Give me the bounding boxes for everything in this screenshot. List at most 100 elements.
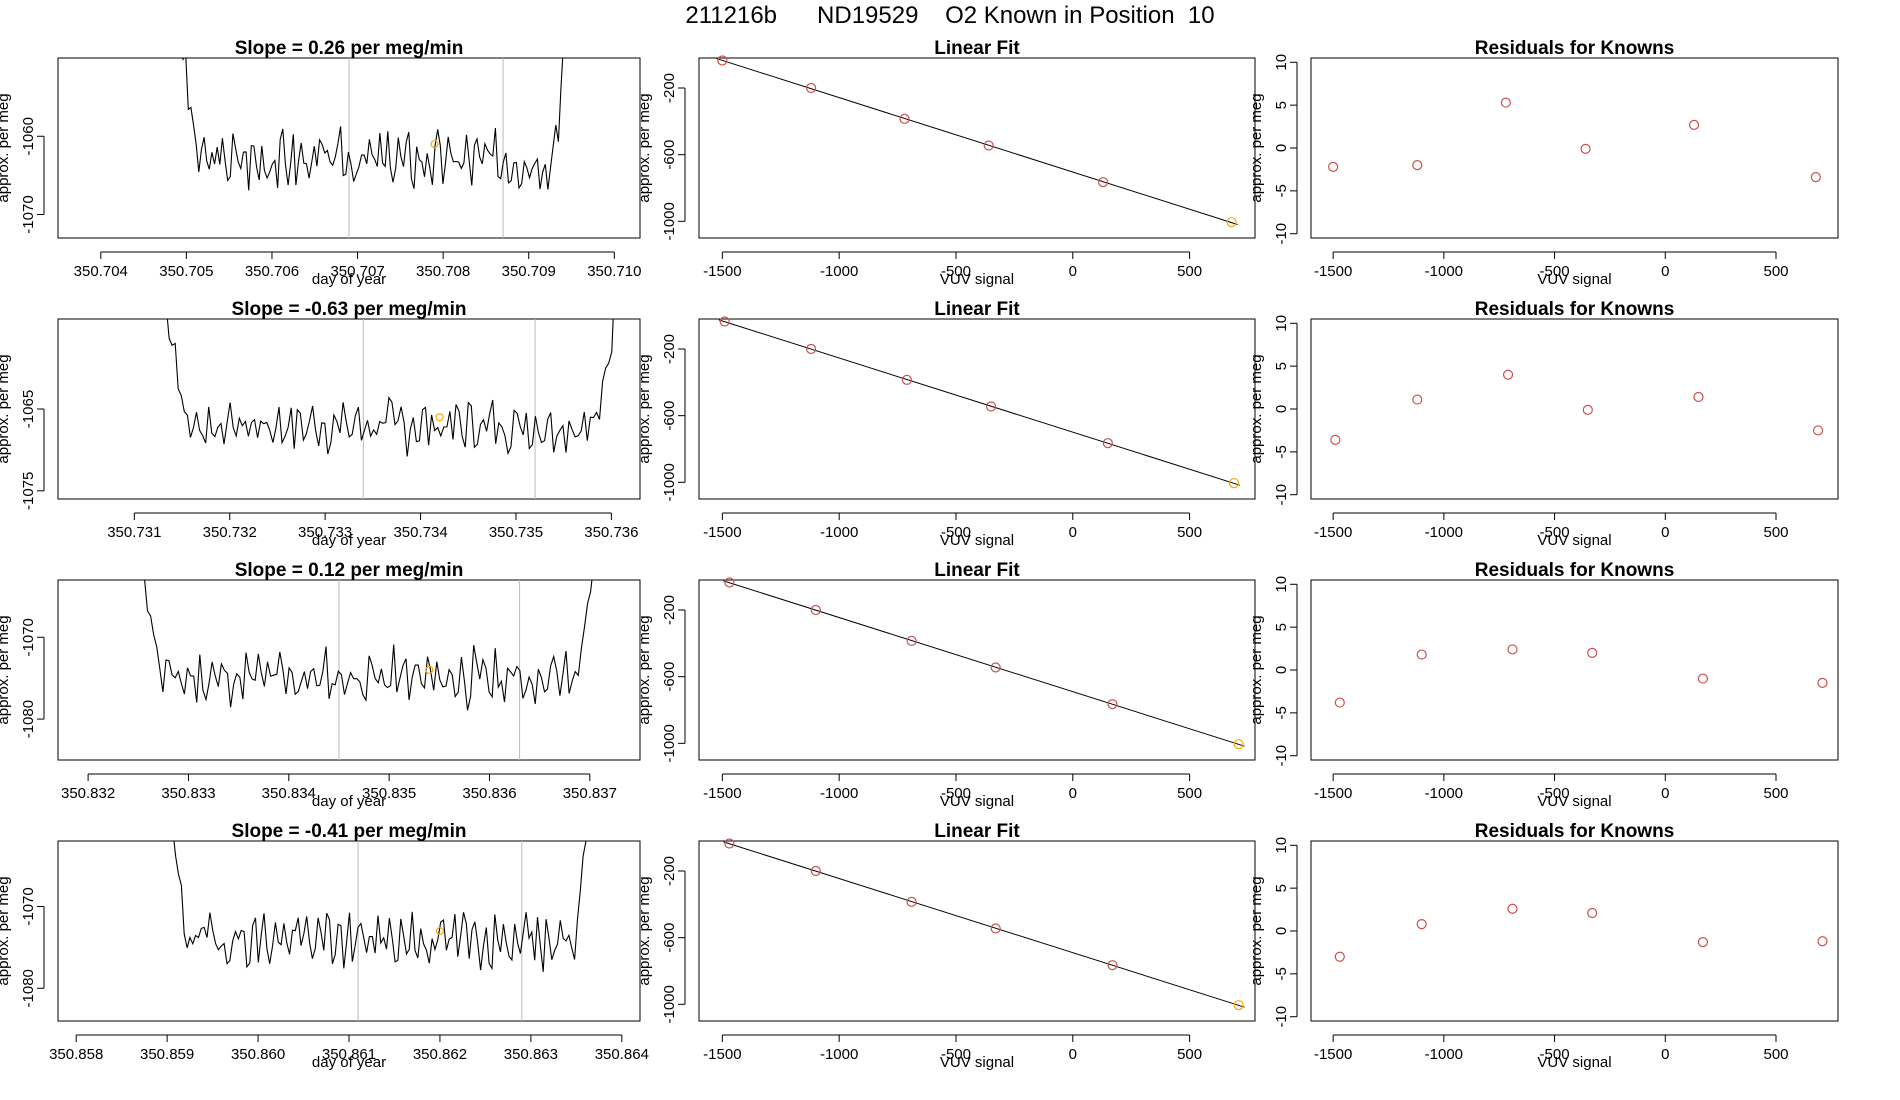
x-tick-label: 350.861: [322, 1046, 376, 1063]
y-tick-label: -600: [661, 923, 678, 953]
x-tick-label: 500: [1177, 1046, 1202, 1063]
x-tick-label: -1000: [1425, 785, 1463, 802]
y-tick-label: -200: [661, 595, 678, 625]
x-tick-label: 350.732: [203, 524, 257, 541]
y-axis-label: approx. per meg: [636, 876, 653, 985]
y-tick-label: 0: [1273, 666, 1290, 674]
plot-title: Linear Fit: [934, 560, 1020, 581]
x-axis-label: VUV signal: [940, 793, 1014, 810]
plot-frame: [698, 579, 1256, 761]
x-tick-label: -500: [941, 1046, 971, 1063]
y-tick-label: -600: [661, 662, 678, 692]
x-tick-label: -500: [1540, 1046, 1570, 1063]
x-tick-label: 500: [1763, 524, 1788, 541]
x-tick-label: 350.708: [416, 263, 470, 280]
fit-line: [723, 841, 1245, 1008]
x-tick-label: 0: [1661, 524, 1669, 541]
x-tick-label: -500: [941, 785, 971, 802]
y-axis-label: approx. per meg: [636, 615, 653, 724]
x-tick-label: -1000: [820, 785, 858, 802]
x-tick-label: 350.704: [74, 263, 128, 280]
y-tick-label: 10: [1273, 54, 1290, 71]
x-tick-label: -1500: [1314, 785, 1352, 802]
plot-title: Slope = -0.41 per meg/min: [232, 821, 467, 842]
plot-title: Linear Fit: [934, 38, 1020, 59]
x-tick-label: 350.859: [140, 1046, 194, 1063]
plot-title: Residuals for Knowns: [1475, 560, 1675, 581]
data-point: [1334, 951, 1345, 962]
x-tick-label: 350.710: [587, 263, 641, 280]
y-tick-label: -5: [1273, 706, 1290, 719]
y-tick-label: -5: [1273, 445, 1290, 458]
x-axis-label: day of year: [312, 271, 386, 288]
x-tick-label: -1000: [820, 1046, 858, 1063]
x-tick-label: -500: [1540, 785, 1570, 802]
data-point: [1812, 425, 1824, 436]
y-tick-label: -1060: [20, 117, 37, 155]
data-point: [990, 662, 1001, 673]
fit-line: [716, 58, 1238, 225]
x-tick-label: 0: [1661, 1046, 1669, 1063]
x-tick-label: 350.736: [584, 524, 638, 541]
y-tick-label: -1070: [20, 887, 37, 925]
x-tick-label: -1000: [1425, 1046, 1463, 1063]
x-tick-label: 350.860: [231, 1046, 285, 1063]
plot-frame: [1310, 318, 1839, 500]
mean-marker-point: [430, 139, 439, 149]
x-tick-label: 350.864: [595, 1046, 649, 1063]
data-point: [899, 113, 910, 124]
x-tick-label: 350.706: [245, 263, 299, 280]
plot-frame: [57, 318, 641, 500]
data-point: [1098, 177, 1109, 188]
x-tick-label: -500: [941, 524, 971, 541]
x-axis-label: day of year: [312, 532, 386, 549]
x-tick-label: -1000: [1425, 524, 1463, 541]
plot-frame: [1310, 57, 1839, 239]
data-point: [983, 140, 994, 151]
y-tick-label: 10: [1273, 576, 1290, 593]
data-point: [1228, 478, 1240, 489]
y-tick-label: -10: [1273, 223, 1290, 245]
x-tick-label: 0: [1069, 1046, 1077, 1063]
x-tick-label: 350.863: [504, 1046, 558, 1063]
x-tick-label: 0: [1661, 785, 1669, 802]
y-tick-label: -5: [1273, 967, 1290, 980]
x-tick-label: -1000: [820, 263, 858, 280]
y-tick-label: -200: [661, 856, 678, 886]
y-axis-label: approx. per meg: [0, 93, 12, 202]
data-point: [1582, 404, 1593, 415]
y-tick-label: 5: [1273, 884, 1290, 892]
x-tick-label: -1500: [703, 263, 741, 280]
x-tick-label: 350.705: [159, 263, 213, 280]
y-tick-label: -1000: [661, 202, 678, 240]
data-trace-line: [144, 580, 593, 711]
y-tick-label: 5: [1273, 362, 1290, 370]
x-tick-label: 350.858: [49, 1046, 103, 1063]
y-tick-label: -1080: [20, 700, 37, 738]
x-axis-label: VUV signal: [940, 1054, 1014, 1071]
x-tick-label: 350.734: [393, 524, 447, 541]
x-tick-label: 500: [1177, 524, 1202, 541]
data-point: [1697, 937, 1709, 948]
x-tick-label: 500: [1763, 1046, 1788, 1063]
plot-frame: [1310, 840, 1839, 1022]
x-tick-label: 350.735: [489, 524, 543, 541]
data-point: [1693, 391, 1704, 403]
x-tick-label: 0: [1661, 263, 1669, 280]
data-point: [1233, 1000, 1244, 1011]
plot-frame: [1310, 579, 1839, 761]
data-point: [1580, 143, 1591, 154]
x-tick-label: 500: [1177, 263, 1202, 280]
plot-title: Slope = 0.26 per meg/min: [235, 38, 464, 59]
y-tick-label: -1070: [20, 618, 37, 656]
y-tick-label: 5: [1273, 623, 1290, 631]
x-axis-label: VUV signal: [1537, 1054, 1611, 1071]
x-tick-label: 0: [1069, 263, 1077, 280]
data-point: [1587, 907, 1598, 919]
x-tick-label: -500: [1540, 524, 1570, 541]
data-point: [810, 865, 821, 877]
x-tick-label: -1500: [1314, 263, 1352, 280]
x-tick-label: -1500: [703, 524, 741, 541]
data-point: [990, 923, 1001, 934]
